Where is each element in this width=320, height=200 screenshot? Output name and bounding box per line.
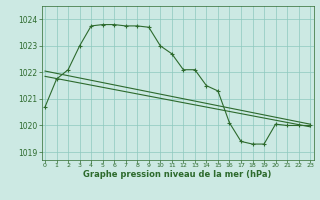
X-axis label: Graphe pression niveau de la mer (hPa): Graphe pression niveau de la mer (hPa) [84,170,272,179]
